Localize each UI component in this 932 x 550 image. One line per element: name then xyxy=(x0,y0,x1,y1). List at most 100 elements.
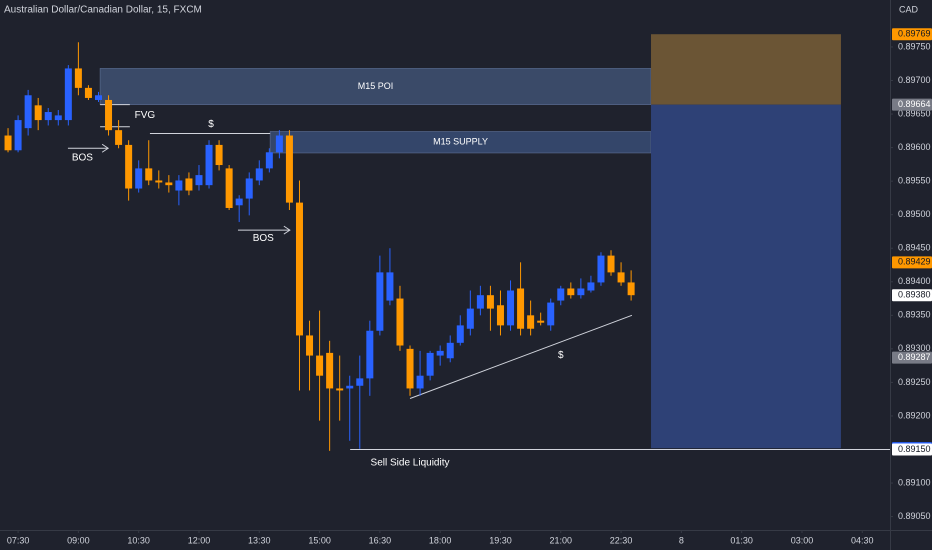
candle-body xyxy=(54,115,62,121)
x-tick-label: 10:30 xyxy=(127,535,150,545)
annotation: $ xyxy=(558,350,564,361)
candle-body xyxy=(406,348,414,389)
y-tick-label: 0.89750 xyxy=(898,41,931,51)
candle-body xyxy=(567,288,575,296)
price-label-bg xyxy=(892,28,932,41)
candle-body xyxy=(496,305,504,326)
x-tick-label: 07:30 xyxy=(7,535,30,545)
x-tick-label: 8 xyxy=(679,535,684,545)
candle-body xyxy=(436,350,444,356)
x-tick-label: 13:30 xyxy=(248,535,271,545)
candle-body xyxy=(145,168,153,181)
candle-body xyxy=(587,282,595,291)
annotation: BOS xyxy=(72,152,93,163)
price-label: 0.89380 xyxy=(898,290,931,300)
candle-body xyxy=(4,135,12,151)
drawing-line xyxy=(409,314,633,399)
candle-body xyxy=(416,375,424,389)
x-tick-label: 15:00 xyxy=(308,535,331,545)
candle-body xyxy=(155,180,163,183)
annotation: FVG xyxy=(135,110,156,121)
candle-body xyxy=(396,298,404,346)
candle-body xyxy=(195,175,203,186)
candle-body xyxy=(185,178,193,191)
candle-body xyxy=(225,168,233,208)
arrow-head xyxy=(101,143,110,153)
candle-body xyxy=(245,178,253,199)
y-tick-label: 0.89300 xyxy=(898,343,931,353)
candle-body xyxy=(356,378,364,386)
candle-body xyxy=(285,135,293,203)
candle-body xyxy=(14,120,22,151)
candle-body xyxy=(105,99,113,131)
zone xyxy=(651,104,841,449)
candle-body xyxy=(24,95,32,129)
y-tick-label: 0.89600 xyxy=(898,142,931,152)
candle-body xyxy=(537,320,545,323)
price-label: 0.89429 xyxy=(898,257,931,267)
x-tick-label: 04:30 xyxy=(851,535,874,545)
candle-body xyxy=(476,295,484,309)
x-tick-label: 18:00 xyxy=(429,535,452,545)
price-label-bg xyxy=(892,289,932,302)
candle-body xyxy=(135,168,143,189)
price-label-bg xyxy=(892,256,932,269)
y-tick-label: 0.89350 xyxy=(898,310,931,320)
zone-label: M15 SUPPLY xyxy=(433,137,488,147)
candle-body xyxy=(306,335,314,356)
candle-body xyxy=(517,288,525,329)
y-tick-label: 0.89200 xyxy=(898,410,931,420)
price-label: 0.89769 xyxy=(898,29,931,39)
x-tick-label: 21:00 xyxy=(550,535,573,545)
candle-body xyxy=(486,295,494,309)
zone xyxy=(99,68,652,105)
candle-body xyxy=(446,342,454,359)
candle-body xyxy=(386,272,394,301)
y-tick-label: 0.89500 xyxy=(898,209,931,219)
candle-body xyxy=(94,95,102,100)
candle-body xyxy=(336,388,344,391)
y-tick-label: 0.89050 xyxy=(898,511,931,521)
candle-body xyxy=(44,112,52,121)
candle-body xyxy=(265,152,273,169)
currency-label: CAD xyxy=(899,4,919,14)
candle-body xyxy=(74,68,82,88)
candle-body xyxy=(34,105,42,121)
candle-body xyxy=(205,144,213,186)
candle-body xyxy=(597,255,605,283)
y-tick-label: 0.89650 xyxy=(898,108,931,118)
x-tick-label: 16:30 xyxy=(369,535,392,545)
candle-body xyxy=(316,355,324,376)
price-label-bg xyxy=(892,443,932,456)
candle-body xyxy=(547,302,555,326)
candle-body xyxy=(627,282,635,296)
candle-body xyxy=(527,315,535,329)
y-tick-label: 0.89250 xyxy=(898,377,931,387)
y-tick-label: 0.89550 xyxy=(898,176,931,186)
y-tick-label: 0.89400 xyxy=(898,276,931,286)
candle-body xyxy=(557,288,565,301)
x-tick-label: 22:30 xyxy=(610,535,633,545)
candle-body xyxy=(326,352,334,389)
candle-body xyxy=(507,290,515,326)
x-tick-label: 03:00 xyxy=(791,535,814,545)
candle-body xyxy=(456,325,464,343)
x-tick-label: 01:30 xyxy=(730,535,753,545)
zone xyxy=(651,34,841,105)
candle-body xyxy=(466,308,474,329)
annotation: Sell Side Liquidity xyxy=(371,458,450,469)
candle-body xyxy=(115,130,123,145)
price-label: 0.89150 xyxy=(898,444,931,454)
price-label-bg xyxy=(892,351,932,364)
x-tick-label: 12:00 xyxy=(188,535,211,545)
y-tick-label: 0.89450 xyxy=(898,243,931,253)
candle-body xyxy=(215,144,223,166)
candle-body xyxy=(376,272,384,331)
candle-body xyxy=(275,135,283,153)
candle-body xyxy=(346,385,354,389)
candle-body xyxy=(577,288,585,296)
candle-body xyxy=(125,144,133,189)
price-label: 0.89664 xyxy=(898,99,931,109)
candle-body xyxy=(366,330,374,379)
